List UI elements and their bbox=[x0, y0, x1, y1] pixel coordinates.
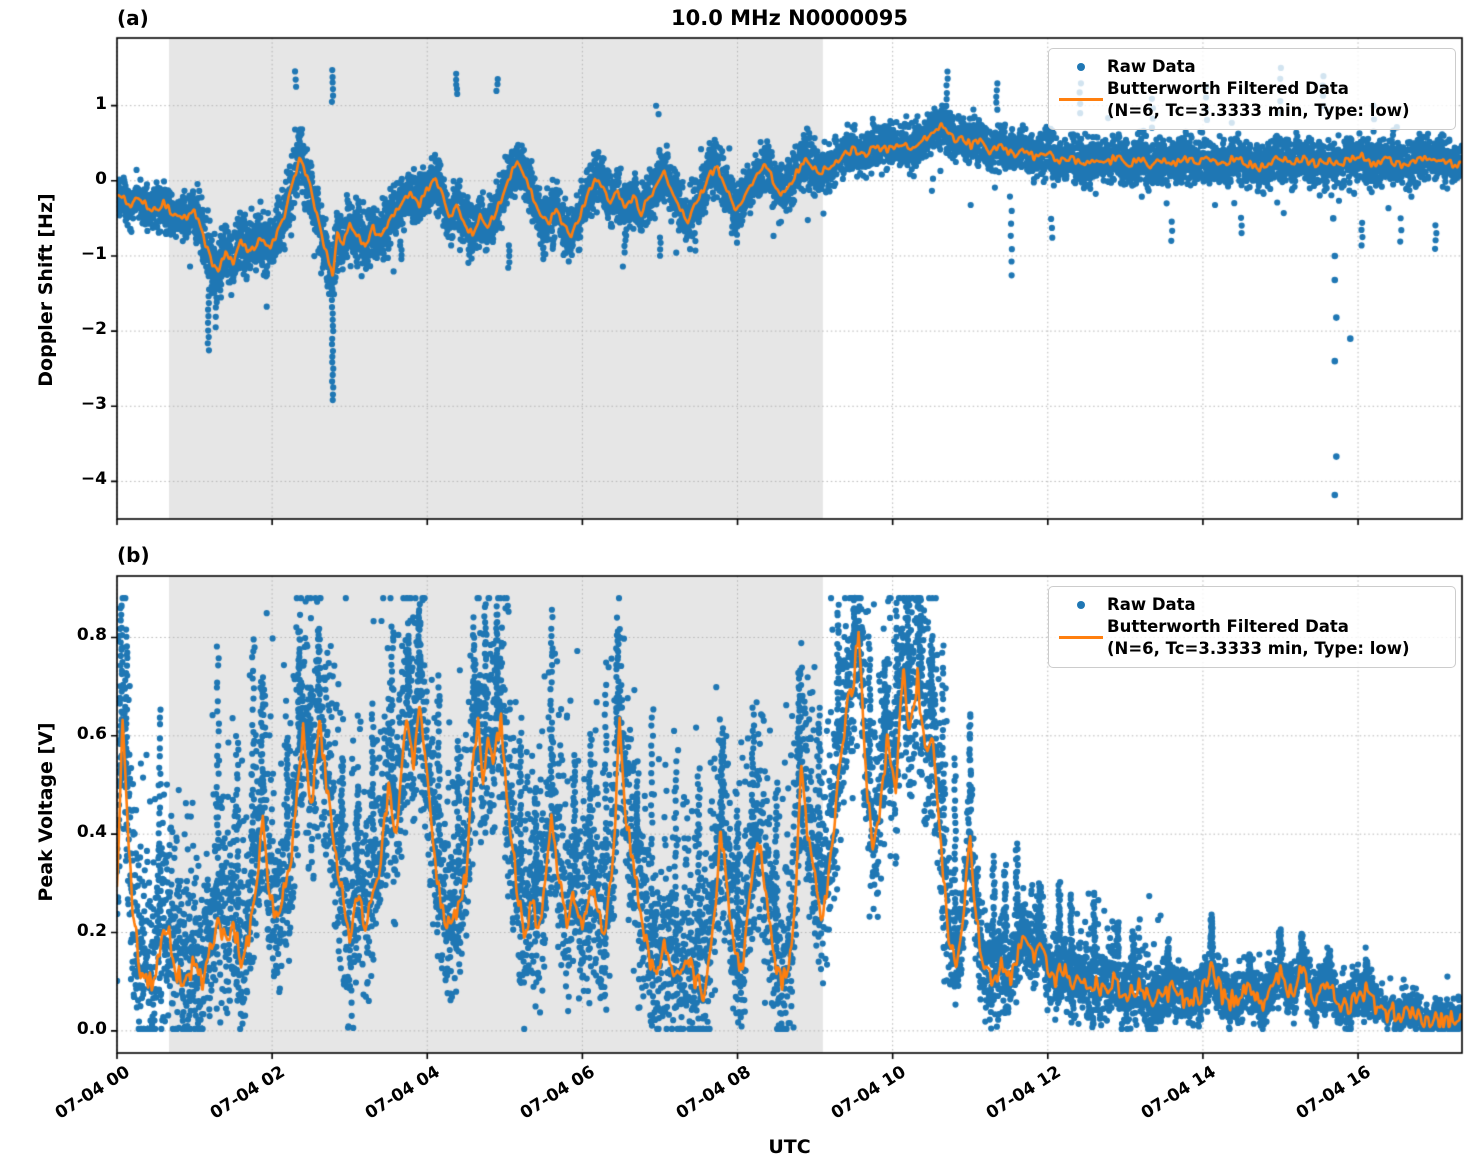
legend-filtered-handle bbox=[1055, 98, 1107, 102]
legend-filtered-label: Butterworth Filtered Data bbox=[1107, 617, 1349, 637]
legend-raw-label: Raw Data bbox=[1107, 595, 1196, 614]
panel-b-tag: (b) bbox=[117, 543, 150, 567]
panel-a-tag: (a) bbox=[117, 6, 149, 30]
legend-panel-a: Raw Data Butterworth Filtered Data (N=6,… bbox=[1048, 48, 1456, 131]
legend-filtered-row: Butterworth Filtered Data (N=6, Tc=3.333… bbox=[1055, 78, 1449, 121]
legend-raw-handle bbox=[1055, 62, 1107, 71]
raw-data-marker-icon bbox=[1077, 600, 1085, 609]
raw-data-marker-icon bbox=[1077, 62, 1085, 71]
y-tick-label: 0.0 bbox=[76, 1018, 107, 1039]
y-tick-label: −1 bbox=[80, 243, 107, 264]
legend-raw-label: Raw Data bbox=[1107, 57, 1196, 76]
legend-filtered-label: Butterworth Filtered Data bbox=[1107, 79, 1349, 99]
y-tick-label: 0.2 bbox=[76, 920, 107, 941]
y-tick-label: 1 bbox=[95, 93, 107, 114]
y-tick-label: 0.4 bbox=[76, 822, 107, 843]
legend-panel-b: Raw Data Butterworth Filtered Data (N=6,… bbox=[1048, 586, 1456, 669]
legend-raw-handle bbox=[1055, 600, 1107, 609]
legend-filtered-params: (N=6, Tc=3.3333 min, Type: low) bbox=[1107, 638, 1410, 658]
chart-title: 10.0 MHz N0000095 bbox=[671, 6, 908, 30]
legend-filtered-handle bbox=[1055, 636, 1107, 640]
y-axis-label-a: Doppler Shift [Hz] bbox=[35, 193, 57, 387]
legend-raw-row: Raw Data bbox=[1055, 594, 1449, 615]
y-tick-label: 0.8 bbox=[76, 625, 107, 646]
legend-filtered-params: (N=6, Tc=3.3333 min, Type: low) bbox=[1107, 100, 1410, 120]
legend-raw-row: Raw Data bbox=[1055, 56, 1449, 77]
filtered-line-sample-icon bbox=[1059, 636, 1103, 640]
y-tick-label: −3 bbox=[80, 394, 107, 415]
y-tick-label: −4 bbox=[80, 469, 107, 490]
y-tick-label: −2 bbox=[80, 319, 107, 340]
x-axis-label: UTC bbox=[768, 1136, 811, 1158]
legend-filtered-row: Butterworth Filtered Data (N=6, Tc=3.333… bbox=[1055, 616, 1449, 659]
y-tick-label: 0.6 bbox=[76, 723, 107, 744]
filtered-line-sample-icon bbox=[1059, 98, 1103, 102]
y-axis-label-b: Peak Voltage [V] bbox=[35, 722, 57, 902]
y-tick-label: 0 bbox=[95, 168, 107, 189]
